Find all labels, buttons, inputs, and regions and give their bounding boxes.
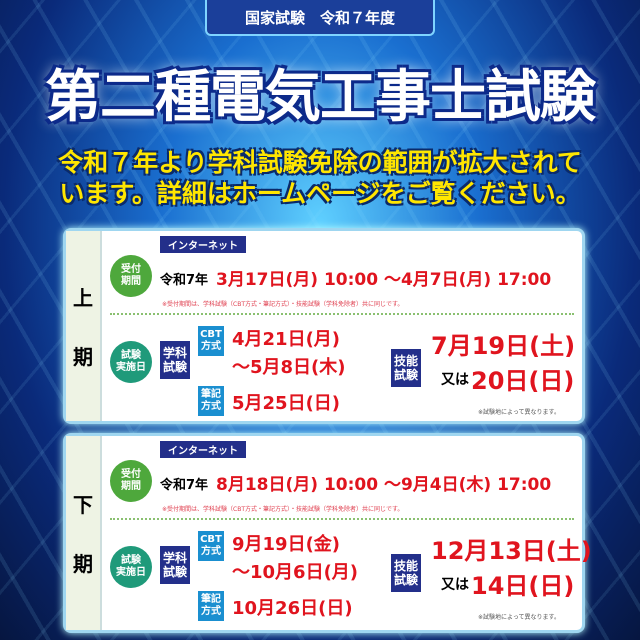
reception-period: 3月17日(月) 10:00 〜4月7日(月) 17:00	[216, 270, 552, 290]
era-label: 令和7年	[160, 478, 209, 493]
or-label: 又は	[441, 577, 469, 593]
venue-note: ※試験地によって異なります。	[478, 409, 560, 416]
paper-exam-date: 5月25日(日)	[232, 393, 341, 414]
venue-note: ※試験地によって異なります。	[478, 614, 560, 621]
exam-category: 国家試験 令和７年度	[205, 0, 435, 36]
internet-badge: インターネット	[160, 236, 246, 253]
cbt-badge: CBT 方式	[198, 326, 224, 356]
reception-note: ※受付期間は、学科試験（CBT方式・筆記方式）・技能試験（学科免除者）共に同じで…	[162, 506, 404, 513]
period-name-bottom: 期	[73, 552, 93, 576]
cbt-start-date: 4月21日(月)	[232, 329, 341, 350]
divider	[110, 518, 574, 520]
practical-date-1: 12月13日(土)	[431, 537, 592, 565]
cbt-end-date: 〜5月8日(木)	[232, 357, 346, 378]
practical-date-2: 14日(日)	[471, 572, 575, 600]
exam-day-badge: 試験 実施日	[110, 546, 152, 588]
period-label: 上期	[66, 231, 102, 421]
practical-date-1: 7月19日(土)	[431, 332, 576, 360]
divider	[110, 313, 574, 315]
internet-badge: インターネット	[160, 441, 246, 458]
written-exam-badge: 学科 試験	[160, 341, 190, 379]
paper-exam-date: 10月26日(日)	[232, 598, 353, 619]
period-card: 上期 インターネット 受付 期間 令和7年 3月17日(月) 10:00 〜4月7…	[63, 228, 585, 424]
reception-badge: 受付 期間	[110, 255, 152, 297]
period-label: 下期	[66, 436, 102, 630]
notice-line-1: 令和７年より学科試験免除の範囲が拡大されて	[58, 148, 582, 177]
practical-exam-badge: 技能 試験	[391, 554, 421, 592]
or-label: 又は	[441, 372, 469, 388]
reception-badge: 受付 期間	[110, 460, 152, 502]
era-label: 令和7年	[160, 273, 209, 288]
paper-badge: 筆記 方式	[198, 591, 224, 621]
exam-day-badge: 試験 実施日	[110, 341, 152, 383]
practical-date-2: 20日(日)	[471, 367, 575, 395]
period-name-top: 上	[73, 286, 93, 310]
page-title: 第二種電気工事士試験	[45, 65, 596, 130]
notice-line-2: います。詳細はホームページをご覧ください。	[59, 179, 581, 208]
period-card: 下期 インターネット 受付 期間 令和7年 8月18日(月) 10:00 〜9月4…	[63, 433, 592, 633]
practical-exam-badge: 技能 試験	[391, 349, 421, 387]
reception-note: ※受付期間は、学科試験（CBT方式・筆記方式）・技能試験（学科免除者）共に同じで…	[162, 301, 404, 308]
period-name-bottom: 期	[73, 345, 93, 369]
cbt-start-date: 9月19日(金)	[232, 534, 341, 555]
reception-period: 8月18日(月) 10:00 〜9月4日(木) 17:00	[216, 475, 552, 495]
period-name-top: 下	[73, 493, 93, 517]
cbt-badge: CBT 方式	[198, 531, 224, 561]
written-exam-badge: 学科 試験	[160, 546, 190, 584]
paper-badge: 筆記 方式	[198, 386, 224, 416]
cbt-end-date: 〜10月6日(月)	[232, 562, 359, 583]
